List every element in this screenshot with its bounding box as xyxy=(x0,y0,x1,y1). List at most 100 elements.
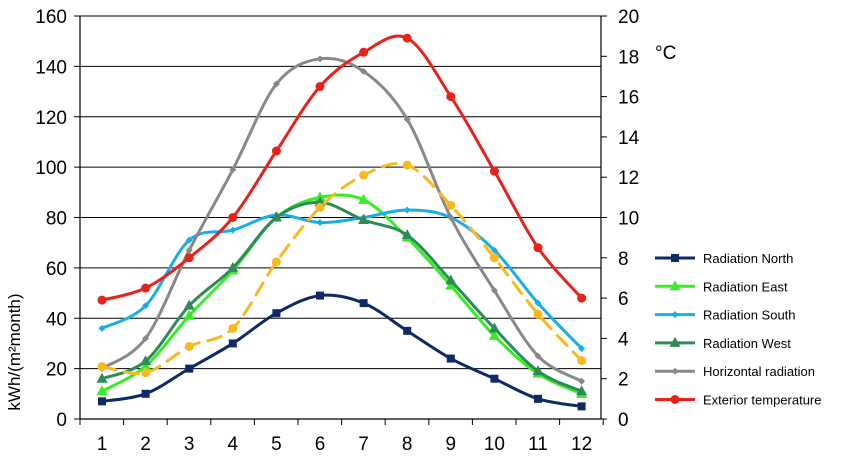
plot-series xyxy=(96,33,588,411)
data-point xyxy=(402,33,412,43)
data-point xyxy=(534,394,542,403)
y2-tick-label: 2 xyxy=(618,370,629,391)
y2-tick-label: 18 xyxy=(618,47,639,68)
data-point xyxy=(96,385,108,396)
data-point xyxy=(447,214,455,221)
data-point xyxy=(185,364,194,373)
data-point xyxy=(98,397,106,406)
data-point xyxy=(140,355,152,366)
data-point xyxy=(446,354,455,363)
y-tick-label: 60 xyxy=(46,259,67,280)
legend-item: Exterior temperature xyxy=(655,393,822,408)
legend-label: Radiation East xyxy=(703,279,788,294)
y2-tick-label: 12 xyxy=(618,168,639,189)
data-point xyxy=(534,352,542,360)
data-point xyxy=(228,213,238,222)
data-point xyxy=(577,293,587,303)
data-point xyxy=(445,279,457,290)
data-point xyxy=(534,299,542,307)
data-point xyxy=(401,229,413,240)
data-point xyxy=(184,253,194,263)
y-tick-label: 100 xyxy=(35,158,67,179)
x-tick-label: 2 xyxy=(140,434,151,455)
y2-tick-label: 20 xyxy=(618,7,639,28)
data-point xyxy=(184,341,194,351)
series-radiation-north xyxy=(98,291,586,411)
data-point xyxy=(271,146,281,156)
x-tick-label: 8 xyxy=(402,434,413,455)
grid-lines xyxy=(80,15,601,370)
legend-label: Horizontal radiation xyxy=(703,364,815,379)
data-point xyxy=(403,115,411,123)
data-point xyxy=(359,47,369,57)
data-point xyxy=(532,365,544,376)
data-point xyxy=(315,202,325,212)
data-point xyxy=(578,377,586,385)
data-point xyxy=(490,374,499,383)
data-point xyxy=(185,236,193,244)
data-point xyxy=(358,214,370,225)
legend-item: Radiation North xyxy=(655,251,793,266)
y2-tick-label: 14 xyxy=(618,128,640,149)
legend-label: Radiation South xyxy=(703,308,796,323)
y-tick-label: 0 xyxy=(56,410,67,431)
y-tick-label: 160 xyxy=(35,7,67,28)
data-point xyxy=(315,82,325,92)
axis-labels: kWh/(m²month) °C xyxy=(5,43,676,411)
data-point xyxy=(183,309,195,320)
x-tick-label: 6 xyxy=(315,434,326,455)
y-tick-label: 40 xyxy=(46,309,67,330)
data-point xyxy=(228,323,238,333)
y2-tick-label: 6 xyxy=(618,289,629,310)
x-tick-label: 5 xyxy=(271,434,282,455)
data-point xyxy=(490,287,498,295)
legend-item: Radiation East xyxy=(655,279,788,294)
data-point xyxy=(227,261,239,272)
data-point xyxy=(316,291,324,300)
data-point xyxy=(229,226,237,234)
data-point xyxy=(577,402,586,411)
legend-item: Horizontal radiation xyxy=(655,364,815,379)
data-point xyxy=(490,246,498,254)
data-point xyxy=(316,219,324,227)
data-point xyxy=(141,283,151,293)
data-point xyxy=(402,160,412,170)
series-line xyxy=(100,193,584,396)
y2-axis-label: °C xyxy=(655,43,676,64)
legend-marker xyxy=(669,280,681,291)
data-point xyxy=(185,246,193,254)
data-point xyxy=(98,324,106,332)
data-point xyxy=(360,67,368,75)
data-point xyxy=(316,55,324,63)
data-point xyxy=(358,193,370,204)
legend-label: Exterior temperature xyxy=(703,393,822,408)
data-point xyxy=(533,243,543,253)
y2-tick-label: 10 xyxy=(618,209,639,230)
legend-item: Radiation South xyxy=(655,308,796,323)
x-tick-label: 10 xyxy=(484,434,505,455)
x-tick-label: 4 xyxy=(228,434,239,455)
data-point xyxy=(446,200,456,210)
series-line xyxy=(100,208,584,350)
data-point xyxy=(97,362,107,372)
data-point xyxy=(489,166,499,176)
data-point xyxy=(488,329,500,340)
data-point xyxy=(359,170,369,180)
data-point xyxy=(142,334,150,342)
data-point xyxy=(97,295,107,305)
x-tick-label: 7 xyxy=(358,434,369,455)
legend-marker xyxy=(671,367,679,375)
data-point xyxy=(141,368,151,378)
data-point xyxy=(228,339,237,348)
legend-label: Radiation North xyxy=(703,251,793,266)
y-axis-label: kWh/(m²month) xyxy=(5,293,24,410)
legend-marker xyxy=(669,336,681,347)
data-point xyxy=(489,253,499,263)
data-point xyxy=(96,372,108,383)
data-point xyxy=(577,356,587,366)
legend-marker xyxy=(670,395,680,404)
data-point xyxy=(272,80,280,88)
legend: Radiation North Radiation East Radiation S… xyxy=(655,251,822,408)
